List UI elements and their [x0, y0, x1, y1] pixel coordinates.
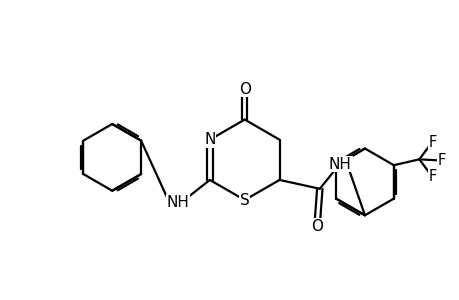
Text: NH: NH	[166, 194, 189, 209]
Text: F: F	[428, 135, 437, 150]
Text: S: S	[239, 193, 249, 208]
Text: N: N	[204, 132, 215, 147]
Text: F: F	[437, 153, 445, 168]
Text: NH: NH	[328, 157, 351, 172]
Text: O: O	[311, 219, 323, 234]
Text: F: F	[428, 169, 437, 184]
Text: O: O	[238, 82, 250, 97]
